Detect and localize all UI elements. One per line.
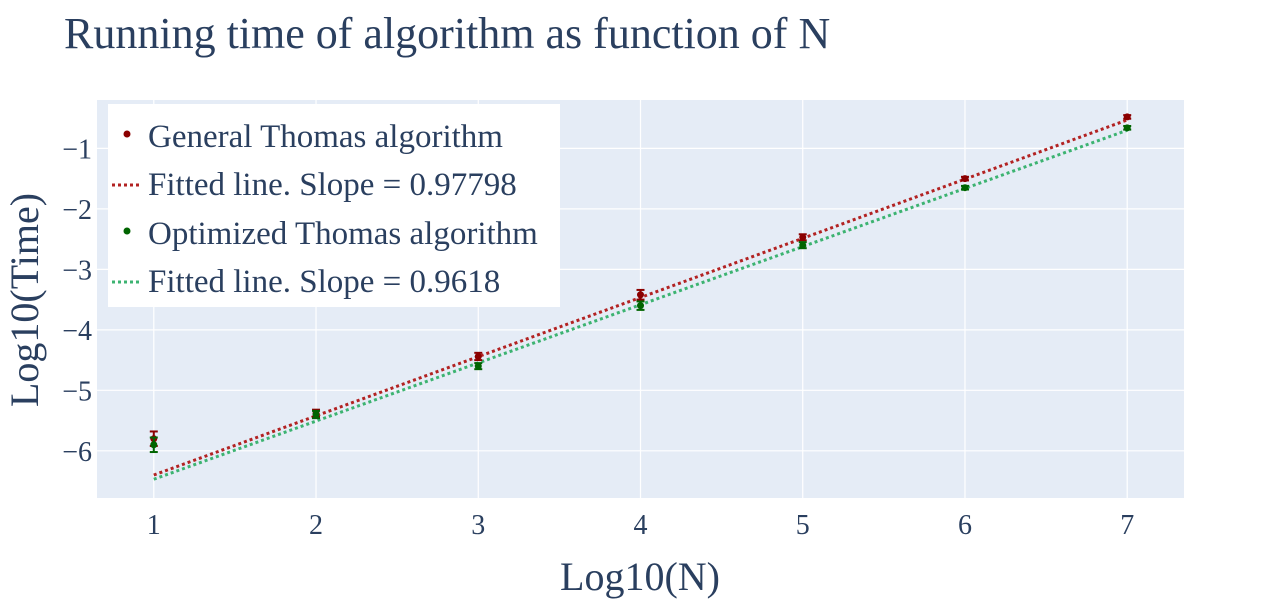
legend-label: General Thomas algorithm — [148, 119, 503, 155]
data-point — [150, 441, 158, 449]
legend-label: Optimized Thomas algorithm — [148, 216, 538, 252]
x-tick-label: 2 — [309, 510, 323, 541]
data-point — [799, 233, 807, 241]
data-point — [474, 352, 482, 360]
x-tick-label: 6 — [958, 510, 972, 541]
legend: General Thomas algorithm Fitted line. Slo… — [108, 104, 560, 307]
y-tick-label: −5 — [62, 376, 92, 407]
x-tick-label: 1 — [147, 510, 161, 541]
x-tick-label: 4 — [634, 510, 648, 541]
chart-title: Running time of algorithm as function of… — [64, 9, 831, 58]
legend-label: Fitted line. Slope = 0.9618 — [148, 264, 500, 300]
y-axis-title: Log10(Time) — [2, 193, 47, 407]
data-point — [1123, 113, 1131, 121]
data-point — [799, 241, 807, 249]
data-point — [961, 175, 969, 183]
y-tick-label: −3 — [62, 255, 92, 286]
x-axis-title: Log10(N) — [560, 554, 720, 599]
data-point — [637, 291, 644, 299]
legend-marker-swatch — [123, 130, 131, 138]
y-tick-label: −2 — [62, 195, 92, 226]
data-point — [1123, 124, 1131, 132]
legend-label: Fitted line. Slope = 0.97798 — [148, 167, 517, 203]
data-point — [637, 302, 644, 310]
x-tick-label: 5 — [796, 510, 810, 541]
legend-box — [108, 104, 560, 307]
tick-labels-layer: 1 2 3 4 5 6 7 −1 −2 −3 −4 −5 −6 — [62, 134, 1134, 541]
data-point — [474, 362, 482, 370]
y-tick-label: −6 — [62, 437, 92, 468]
y-tick-label: −4 — [62, 316, 92, 347]
y-tick-label: −1 — [62, 134, 92, 165]
markers-layer — [149, 113, 1132, 454]
legend-marker-swatch — [123, 227, 131, 235]
x-tick-label: 3 — [471, 510, 485, 541]
x-tick-label: 7 — [1120, 510, 1134, 541]
data-point — [961, 184, 969, 192]
data-point — [312, 411, 320, 419]
